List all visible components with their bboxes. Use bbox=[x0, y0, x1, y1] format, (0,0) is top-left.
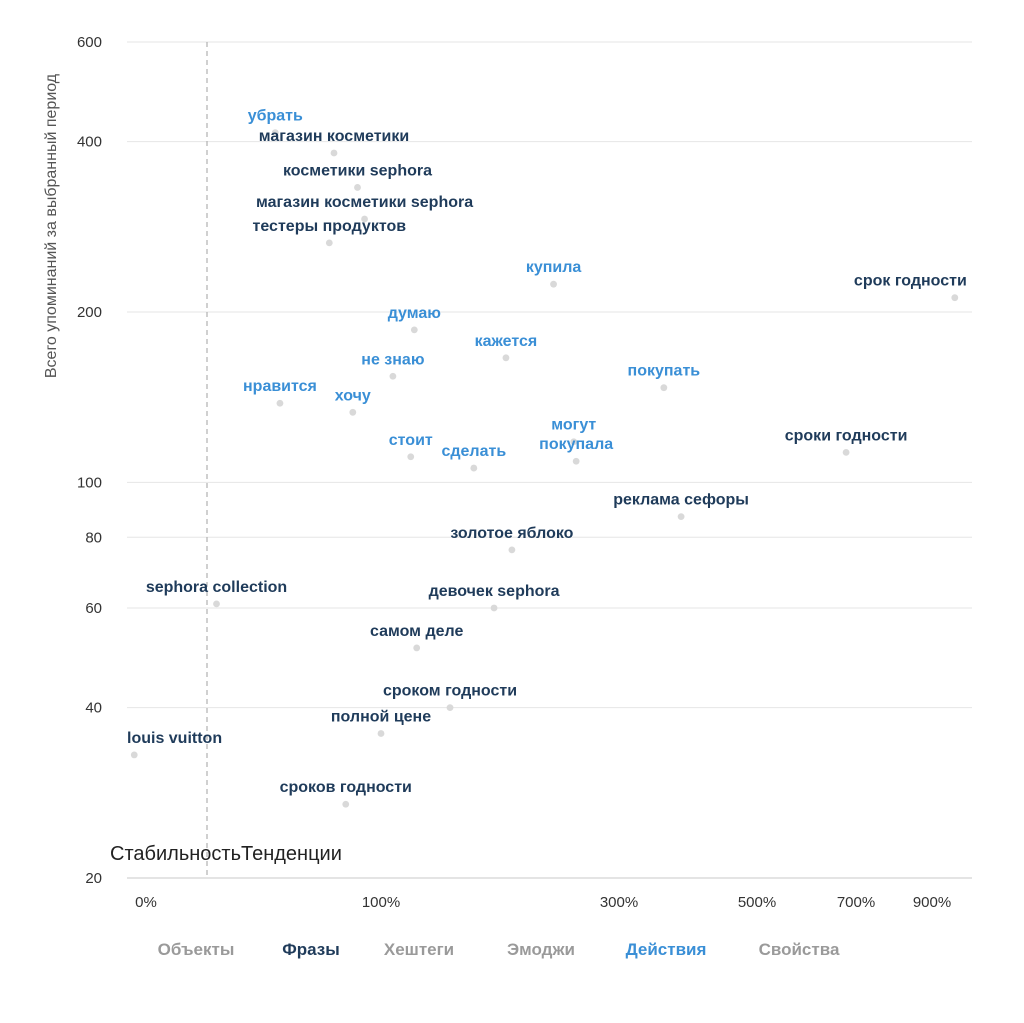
data-point-реклама-сефоры[interactable] bbox=[677, 513, 685, 521]
data-point-покупала[interactable] bbox=[572, 457, 580, 465]
data-point-sephora-collection[interactable] bbox=[213, 600, 220, 608]
data-point-louis-vuitton[interactable] bbox=[130, 751, 138, 759]
point-label-купила: купила bbox=[526, 259, 582, 276]
data-point-сроком-годности[interactable] bbox=[446, 704, 454, 712]
data-point-девочек-sephora[interactable] bbox=[490, 604, 498, 612]
data-point-золотое-яблоко[interactable] bbox=[508, 546, 516, 554]
point-label-магазин-косметики-sephora: магазин косметики sephora bbox=[256, 194, 473, 211]
point-label-sephora-collection: sephora collection bbox=[146, 579, 287, 596]
data-point-хочу[interactable] bbox=[349, 408, 357, 416]
data-points bbox=[130, 129, 959, 808]
point-label-покупала: покупала bbox=[539, 436, 613, 453]
point-label-не-знаю: не знаю bbox=[361, 351, 425, 368]
data-point-убрать[interactable] bbox=[271, 129, 279, 137]
y-tick-label: 80 bbox=[85, 529, 102, 546]
data-point-магазин-косметики-sephora[interactable] bbox=[361, 215, 368, 223]
point-label-убрать: убрать bbox=[248, 108, 303, 125]
x-tick-label: 700% bbox=[837, 894, 875, 911]
category-tabs: Объекты Фразы Хештеги Эмоджи Действия Св… bbox=[0, 940, 1024, 964]
point-label-louis-vuitton: louis vuitton bbox=[127, 730, 222, 747]
data-point-кажется[interactable] bbox=[502, 354, 510, 362]
y-axis-title: Всего упоминаний за выбранный период bbox=[43, 73, 60, 378]
y-tick-label: 200 bbox=[77, 304, 102, 321]
data-point-могут[interactable] bbox=[570, 438, 578, 446]
data-point-сроки-годности[interactable] bbox=[842, 448, 850, 456]
y-tick-label: 20 bbox=[85, 870, 102, 887]
point-label-стоит: стоит bbox=[389, 432, 433, 449]
x-tick-label: 500% bbox=[738, 894, 776, 911]
grid-lines bbox=[127, 41, 972, 709]
tab-hashtags[interactable]: Хештеги bbox=[383, 940, 455, 959]
data-point-самом-деле[interactable] bbox=[413, 644, 421, 652]
tab-emoji[interactable]: Эмоджи bbox=[507, 940, 575, 959]
y-tick-label: 60 bbox=[85, 600, 102, 617]
data-point-не-знаю[interactable] bbox=[389, 372, 397, 380]
data-point-полной-цене[interactable] bbox=[377, 730, 385, 737]
tab-objects[interactable]: Объекты bbox=[157, 940, 235, 959]
point-label-сроки-годности: сроки годности bbox=[785, 427, 908, 444]
data-point-купила[interactable] bbox=[550, 280, 557, 288]
point-label-золотое-яблоко: золотое яблоко bbox=[450, 525, 573, 542]
data-point-косметики-sephora[interactable] bbox=[354, 184, 361, 191]
point-label-сделать: сделать bbox=[441, 443, 506, 460]
data-point-срок-годности[interactable] bbox=[951, 294, 959, 302]
point-label-полной-цене: полной цене bbox=[331, 709, 431, 726]
zone-label-stability: Стабильность bbox=[110, 843, 241, 865]
point-label-косметики-sephora: косметики sephora bbox=[283, 162, 432, 179]
point-label-могут: могут bbox=[551, 417, 596, 434]
data-point-покупать[interactable] bbox=[660, 384, 668, 392]
point-labels: убрать магазин косметики косметики sephora… bbox=[127, 108, 967, 797]
y-tick-label: 40 bbox=[85, 700, 102, 717]
x-tick-label: 100% bbox=[362, 894, 400, 911]
point-label-сроков-годности: сроков годности bbox=[280, 779, 412, 796]
data-point-тестеры-продуктов[interactable] bbox=[325, 239, 333, 247]
point-label-хочу: хочу bbox=[335, 387, 371, 404]
tab-actions[interactable]: Действия bbox=[625, 940, 707, 959]
point-label-покупать: покупать bbox=[628, 363, 701, 380]
zone-label-trends: Тенденции bbox=[241, 843, 342, 865]
x-tick-label: 300% bbox=[600, 894, 638, 911]
point-label-думаю: думаю bbox=[388, 305, 442, 322]
point-label-реклама-сефоры: реклама сефоры bbox=[613, 492, 749, 509]
point-label-тестеры-продуктов: тестеры продуктов bbox=[253, 218, 407, 235]
tab-phrases[interactable]: Фразы bbox=[282, 940, 340, 959]
y-tick-label: 100 bbox=[77, 474, 102, 491]
data-point-магазин-косметики[interactable] bbox=[330, 149, 338, 157]
y-tick-label: 600 bbox=[77, 34, 102, 51]
data-point-сделать[interactable] bbox=[470, 464, 478, 472]
point-label-сроком-годности: сроком годности bbox=[383, 683, 517, 700]
x-tick-label: 0% bbox=[135, 894, 157, 911]
data-point-стоит[interactable] bbox=[407, 453, 415, 461]
point-label-нравится: нравится bbox=[243, 378, 317, 395]
axes: 20 40 60 80 100 200 400 600 0% 100% 300% 500% 700% 90… bbox=[77, 34, 972, 911]
data-point-сроков-годности[interactable] bbox=[342, 800, 350, 808]
point-label-магазин-косметики: магазин косметики bbox=[259, 128, 409, 145]
point-label-самом-деле: самом деле bbox=[370, 623, 463, 640]
tab-properties[interactable]: Свойства bbox=[758, 940, 840, 959]
point-label-срок-годности: срок годности bbox=[854, 273, 967, 290]
point-label-девочек-sephora: девочек sephora bbox=[429, 583, 560, 600]
data-point-думаю[interactable] bbox=[410, 326, 418, 334]
x-tick-label: 900% bbox=[913, 894, 951, 911]
data-point-нравится[interactable] bbox=[276, 399, 284, 407]
y-tick-label: 400 bbox=[77, 134, 102, 151]
point-label-кажется: кажется bbox=[475, 333, 538, 350]
